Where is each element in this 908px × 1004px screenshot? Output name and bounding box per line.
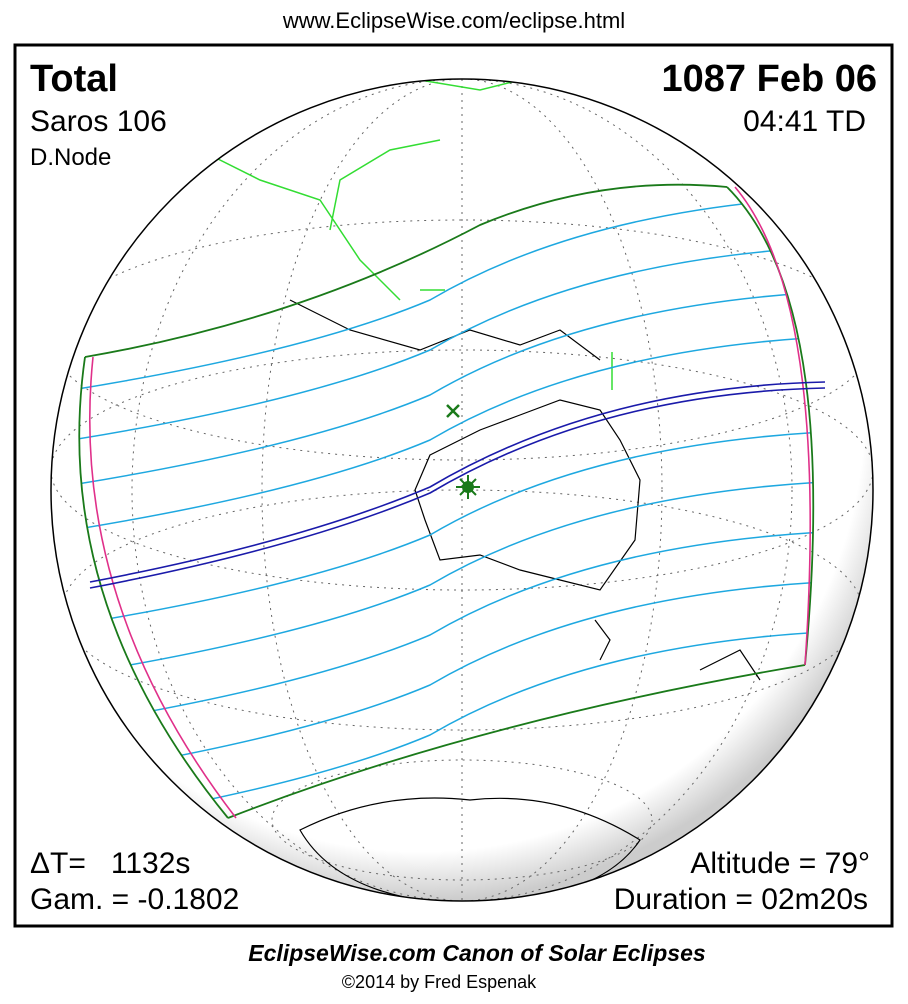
saros: Saros 106 xyxy=(30,105,167,138)
globe-outline xyxy=(50,78,874,902)
gamma: Gam. = -0.1802 xyxy=(30,883,239,916)
url: www.EclipseWise.com/eclipse.html xyxy=(282,8,625,33)
umbra-line xyxy=(79,479,814,681)
altitude: Altitude = 79° xyxy=(690,847,870,880)
umbra-line xyxy=(79,244,814,446)
node: D.Node xyxy=(30,144,111,171)
delta-t: ΔT= 1132s xyxy=(30,847,190,880)
copyright: ©2014 by Fred Espenak xyxy=(342,972,537,992)
umbra-line xyxy=(79,579,814,781)
umbra-line xyxy=(79,429,814,631)
eclipse-type: Total xyxy=(30,58,118,100)
umbra-line xyxy=(79,289,814,491)
umbra-line xyxy=(79,334,814,536)
umbra-line xyxy=(79,194,814,396)
duration: Duration = 02m20s xyxy=(614,883,868,916)
umbra-line xyxy=(79,529,814,731)
date: 1087 Feb 06 xyxy=(662,58,877,100)
footer-title: EclipseWise.com Canon of Solar Eclipses xyxy=(248,940,705,966)
time: 04:41 TD xyxy=(743,105,866,138)
